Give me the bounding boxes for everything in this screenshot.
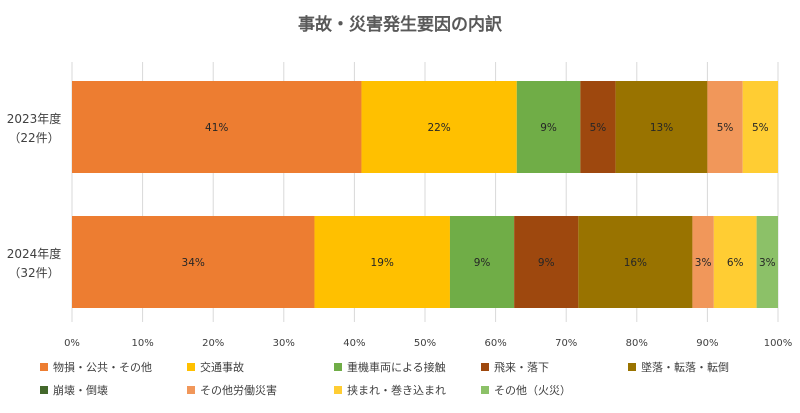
x-tick-label: 70% bbox=[555, 338, 577, 349]
bar-segment bbox=[361, 81, 517, 173]
legend-swatch bbox=[187, 386, 195, 394]
bar-segment bbox=[580, 81, 616, 173]
data-label: 9% bbox=[540, 122, 557, 134]
data-label: 5% bbox=[717, 122, 734, 134]
data-label: 9% bbox=[538, 257, 555, 269]
segment-labels: 41% 22% 9% 5% 13% 5% 5% 34% 19% 9% 9% 16% 3% 6% 3% bbox=[182, 122, 776, 269]
x-tick-label: 10% bbox=[131, 338, 153, 349]
category-labels: 2023年度 （22件） 2024年度 （32件） bbox=[7, 111, 62, 280]
x-tick-label: 90% bbox=[696, 338, 718, 349]
bar-segment bbox=[713, 216, 757, 308]
legend-label: 飛来・落下 bbox=[494, 361, 549, 374]
legend-swatch bbox=[481, 363, 489, 371]
data-label: 3% bbox=[759, 257, 776, 269]
bar-segment bbox=[707, 81, 743, 173]
x-tick-label: 100% bbox=[764, 338, 793, 349]
data-label: 5% bbox=[590, 122, 607, 134]
bar-segment bbox=[516, 81, 581, 173]
bar-segment bbox=[578, 216, 693, 308]
data-label: 3% bbox=[695, 257, 712, 269]
x-tick-label: 40% bbox=[343, 338, 365, 349]
data-label: 5% bbox=[752, 122, 769, 134]
legend-swatch bbox=[481, 386, 489, 394]
legend-swatch bbox=[187, 363, 195, 371]
x-tick-label: 0% bbox=[64, 338, 80, 349]
bar-segment bbox=[514, 216, 579, 308]
legend-label: その他労働災害 bbox=[200, 383, 277, 397]
legend: 物損・公共・その他 交通事故 重機車両による接触 飛来・落下 墜落・転落・転倒崩壊・倒壊… bbox=[40, 360, 729, 397]
legend-swatch bbox=[628, 363, 636, 371]
x-axis-ticks: 0% 10% 20% 30% 40% 50% 60% 70% 80% 90% 100% bbox=[64, 338, 792, 349]
category-label: 2023年度 bbox=[7, 111, 62, 126]
chart-title: 事故・災害発生要因の内訳 bbox=[298, 14, 503, 35]
legend-label: その他（火災） bbox=[494, 384, 571, 397]
legend-label: 挟まれ・巻き込まれ bbox=[347, 383, 446, 397]
legend-label: 物損・公共・その他 bbox=[53, 360, 152, 374]
data-label: 22% bbox=[427, 122, 450, 134]
x-tick-label: 80% bbox=[626, 338, 648, 349]
data-label: 13% bbox=[650, 122, 673, 134]
x-tick-label: 20% bbox=[202, 338, 224, 349]
data-label: 16% bbox=[624, 257, 647, 269]
bar-segment bbox=[742, 81, 778, 173]
bar-segment bbox=[615, 81, 708, 173]
legend-swatch bbox=[40, 386, 48, 394]
bar-segment bbox=[692, 216, 714, 308]
legend-label: 重機車両による接触 bbox=[347, 360, 446, 374]
legend-swatch bbox=[40, 363, 48, 371]
bar-segment bbox=[756, 216, 778, 308]
bar-segment bbox=[72, 216, 315, 308]
x-tick-label: 30% bbox=[273, 338, 295, 349]
bars bbox=[72, 81, 778, 308]
category-count-label: （32件） bbox=[8, 266, 59, 280]
data-label: 19% bbox=[371, 257, 394, 269]
data-label: 34% bbox=[182, 257, 205, 269]
legend-label: 崩壊・倒壊 bbox=[53, 383, 108, 397]
data-label: 6% bbox=[727, 257, 744, 269]
bar-segment bbox=[449, 216, 515, 308]
legend-swatch bbox=[334, 363, 342, 371]
category-count-label: （22件） bbox=[8, 131, 59, 145]
bar-segment bbox=[314, 216, 450, 308]
x-tick-label: 50% bbox=[414, 338, 436, 349]
x-tick-label: 60% bbox=[484, 338, 506, 349]
bar-segment bbox=[72, 81, 362, 173]
category-label: 2024年度 bbox=[7, 246, 62, 261]
legend-label: 墜落・転落・転倒 bbox=[641, 360, 729, 374]
data-label: 41% bbox=[205, 122, 228, 134]
legend-label: 交通事故 bbox=[200, 360, 244, 374]
legend-swatch bbox=[334, 386, 342, 394]
data-label: 9% bbox=[474, 257, 491, 269]
